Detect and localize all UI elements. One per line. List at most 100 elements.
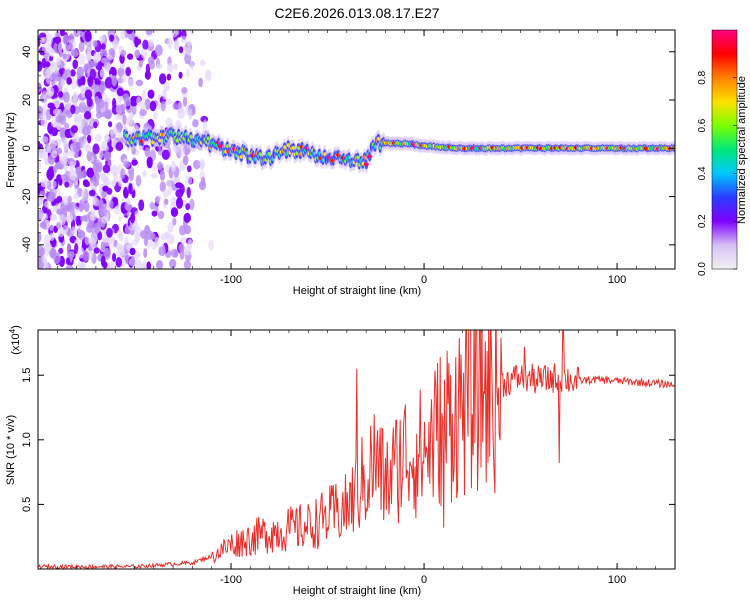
spectrogram-noise-cell	[72, 142, 81, 153]
spectrogram-noise-cell	[84, 30, 92, 42]
spectrogram-noise-cell	[186, 165, 192, 173]
spectrogram-noise-cell	[126, 30, 133, 35]
spectrogram-noise-cell	[38, 60, 43, 72]
spectrogram-noise-cell	[99, 84, 105, 95]
spectrogram-noise-cell	[86, 124, 91, 135]
spectrogram-ytick-label: -20	[21, 189, 33, 205]
spectrogram-noise-cell	[48, 48, 55, 57]
spectrogram-ytick-label: 0	[21, 145, 33, 151]
spectrogram-noise-cell	[59, 30, 65, 37]
snr-background	[38, 330, 675, 569]
spectrogram-noise-cell	[120, 103, 126, 111]
spectrogram-noise-cell	[120, 168, 126, 180]
spectrogram-noise-cell	[101, 145, 110, 152]
spectrogram-noise-cell	[164, 198, 169, 205]
spectrogram-noise-cell	[47, 102, 55, 109]
spectrogram-noise-cell	[75, 114, 83, 122]
spectrogram-noise-cell	[146, 156, 153, 169]
spectrogram-noise-cell	[40, 136, 49, 143]
spectrogram-noise-cell	[180, 236, 188, 244]
spectrogram-noise-cell	[125, 66, 132, 77]
spectrogram-noise-cell	[70, 104, 76, 115]
spectrogram-noise-cell	[178, 71, 183, 79]
spectrogram-noise-cell	[40, 116, 48, 128]
spectrogram-noise-cell	[167, 37, 173, 49]
spectrogram-ytick-label: -40	[21, 237, 33, 253]
spectrogram-noise-cell	[185, 203, 191, 211]
spectrogram-noise-cell	[142, 260, 147, 269]
spectrogram-noise-cell	[59, 213, 67, 226]
spectrogram-noise-cell	[135, 174, 142, 187]
spectrogram-noise-cell	[93, 247, 100, 254]
spectrogram-noise-cell	[157, 161, 164, 171]
spectrogram-noise-cell	[186, 186, 191, 199]
snr-exponent-close: )	[10, 325, 22, 329]
spectrogram-noise-cell	[80, 189, 88, 199]
spectrogram-noise-cell	[86, 97, 93, 108]
snr-xtick-label: 100	[608, 574, 626, 586]
spectrogram-noise-cell	[189, 198, 195, 211]
spectrogram-noise-cell	[96, 98, 105, 109]
spectrogram-noise-cell	[103, 134, 111, 143]
spectrogram-noise-cell	[172, 217, 177, 226]
spectrogram-noise-cell	[39, 36, 45, 44]
spectrogram-noise-cell	[144, 147, 151, 158]
spectrogram-noise-cell	[93, 197, 100, 207]
spectrogram-noise-cell	[95, 111, 102, 119]
spectrogram-noise-cell	[84, 89, 93, 100]
spectrogram-noise-cell	[154, 44, 163, 57]
spectrogram-noise-cell	[192, 119, 199, 128]
spectrogram-noise-cell	[182, 96, 188, 107]
spectrogram-noise-cell	[93, 121, 98, 129]
spectrogram-noise-cell	[108, 121, 113, 128]
spectrogram-noise-cell	[57, 91, 64, 98]
spectrogram-noise-cell	[54, 36, 62, 45]
spectrogram-noise-cell	[124, 202, 129, 211]
spectrogram-noise-cell	[187, 238, 193, 250]
spectrogram-heatmap	[38, 30, 675, 269]
colorbar-tick-label: 0.2	[697, 214, 708, 228]
spectrogram-noise-cell	[116, 87, 124, 97]
spectrogram-noise-cell	[173, 63, 178, 71]
spectrogram-noise-cell	[188, 108, 193, 120]
colorbar-ticks: 0.0 0.2 0.4 0.6 0.8	[697, 70, 737, 276]
spectrogram-noise-cell	[136, 96, 141, 107]
spectrogram-noise-cell	[72, 91, 79, 101]
spectrogram-noise-cell	[94, 133, 102, 143]
spectrogram-noise-cell	[167, 221, 174, 233]
spectrogram-noise-cell	[56, 147, 63, 155]
spectrogram-noise-cell	[90, 238, 96, 250]
spectrogram-noise-cell	[69, 161, 75, 170]
spectrogram-noise-cell	[184, 224, 192, 235]
spectrogram-noise-cell	[129, 247, 136, 256]
spectrogram-panel: -100 0 100 -40 -20 0 20 40 Height of straight l…	[5, 29, 676, 297]
snr-exponent-power: 4	[8, 328, 17, 333]
spectrogram-noise-cell	[123, 161, 131, 168]
spectrogram-noise-cell	[159, 181, 167, 192]
spectrogram-noise-cell	[93, 52, 101, 64]
spectrogram-noise-cell	[106, 187, 113, 195]
spectrogram-noise-cell	[103, 62, 111, 72]
spectrogram-noise-cell	[159, 169, 166, 181]
spectrogram-noise-cell	[145, 30, 153, 35]
spectrogram-noise-cell	[49, 55, 54, 62]
spectrogram-noise-cell	[166, 62, 174, 73]
spectrogram-noise-cell	[131, 159, 138, 166]
spectrogram-noise-cell	[62, 53, 67, 60]
spectrogram-noise-cell	[46, 33, 53, 46]
spectrogram-noise-cell	[68, 39, 76, 51]
spectrogram-noise-cell	[177, 107, 186, 120]
spectrogram-noise-cell	[115, 122, 123, 131]
spectrogram-noise-cell	[130, 255, 136, 267]
spectrogram-noise-cell	[66, 77, 73, 85]
spectrogram-noise-cell	[73, 181, 79, 193]
spectrogram-noise-cell	[77, 230, 86, 241]
spectrogram-noise-cell	[78, 101, 87, 113]
snr-ylabel: SNR (10 * v/v)	[5, 415, 17, 485]
spectrogram-noise-cell	[50, 247, 56, 258]
spectrogram-noise-cell	[128, 182, 133, 195]
spectrogram-noise-cell	[149, 201, 156, 210]
spectrogram-noise-cell	[121, 73, 127, 84]
spectrogram-noise-cell	[183, 212, 191, 223]
spectrogram-ytick-label: 20	[21, 94, 33, 106]
